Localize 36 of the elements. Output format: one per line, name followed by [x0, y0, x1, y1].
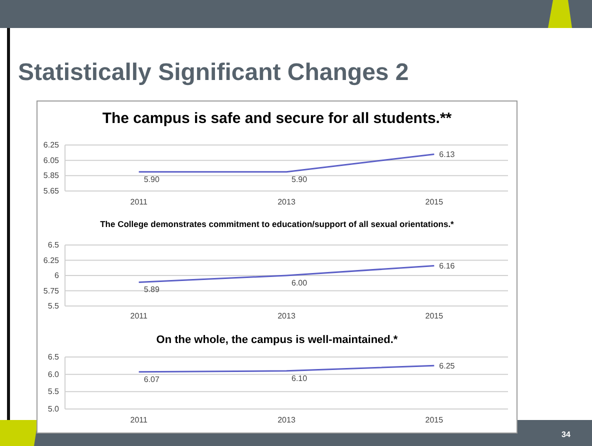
data-label: 5.89 — [144, 285, 160, 294]
data-label: 6.25 — [439, 362, 456, 371]
x-tick-label: 2013 — [278, 416, 296, 425]
data-label: 6.07 — [144, 374, 160, 384]
y-tick-label: 6.5 — [48, 240, 60, 250]
data-label: 6.13 — [439, 150, 456, 160]
data-label: 5.90 — [292, 174, 308, 184]
y-tick-label: 6.5 — [48, 352, 60, 362]
y-tick-label: 6.0 — [48, 370, 60, 379]
text: Statistically Significant Changes 2 — [18, 59, 409, 86]
y-tick-label: 5.85 — [43, 171, 60, 180]
x-tick-label: 2013 — [278, 198, 296, 207]
y-tick-label: 5.5 — [48, 302, 60, 311]
x-tick-label: 2013 — [278, 312, 296, 321]
text: 34 — [562, 430, 571, 439]
y-tick-label: 5.0 — [48, 404, 60, 414]
x-tick-label: 2011 — [130, 198, 148, 207]
data-label: 6.16 — [439, 262, 456, 271]
y-tick-label: 5.5 — [48, 387, 60, 396]
y-tick-label: 6.05 — [43, 156, 60, 165]
x-tick-label: 2011 — [130, 312, 148, 321]
x-tick-label: 2015 — [425, 198, 444, 207]
y-tick-label: 5.75 — [43, 286, 60, 296]
y-tick-label: 5.65 — [43, 186, 60, 196]
data-label: 6.00 — [292, 278, 308, 288]
x-tick-label: 2015 — [425, 312, 444, 321]
x-tick-label: 2015 — [425, 416, 444, 425]
y-tick-label: 6 — [54, 271, 60, 280]
y-tick-label: 6.25 — [43, 256, 60, 265]
chart-title: The campus is safe and secure for all students.** — [102, 110, 452, 127]
x-tick-label: 2011 — [130, 416, 148, 425]
data-label: 5.90 — [144, 174, 160, 184]
data-label: 6.10 — [292, 374, 308, 383]
chart-title: The College demonstrates commitment to education/support of all sexual orientations.* — [100, 219, 455, 229]
y-tick-label: 6.25 — [43, 140, 60, 150]
chart-title: On the whole, the campus is well-maintained.* — [156, 334, 398, 346]
